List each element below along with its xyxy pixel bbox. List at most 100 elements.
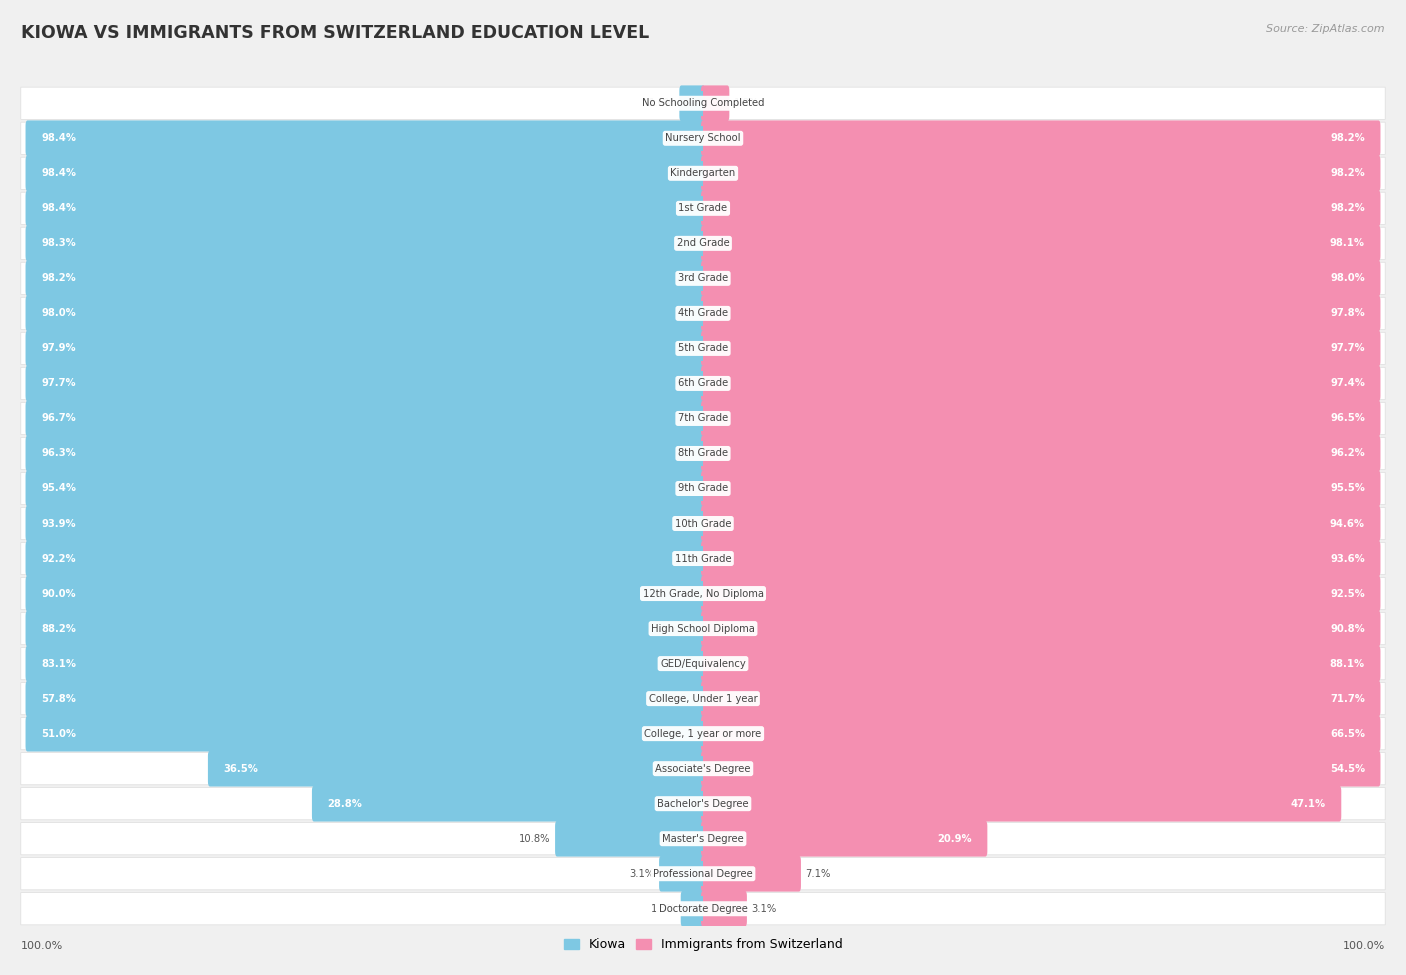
Bar	[696, 406, 704, 431]
Text: 97.4%: 97.4%	[1330, 378, 1365, 388]
Bar	[703, 266, 710, 291]
Text: High School Diploma: High School Diploma	[651, 624, 755, 634]
FancyBboxPatch shape	[702, 821, 987, 857]
FancyBboxPatch shape	[21, 858, 1385, 890]
FancyBboxPatch shape	[25, 575, 704, 611]
FancyBboxPatch shape	[21, 788, 1385, 820]
Text: 98.2%: 98.2%	[1330, 169, 1365, 178]
Text: 96.7%: 96.7%	[41, 413, 76, 423]
FancyBboxPatch shape	[679, 86, 704, 121]
Text: 97.7%: 97.7%	[1330, 343, 1365, 353]
Text: 98.0%: 98.0%	[41, 308, 76, 319]
Bar	[703, 511, 710, 536]
FancyBboxPatch shape	[702, 471, 1381, 506]
Text: 96.3%: 96.3%	[41, 448, 76, 458]
Bar	[703, 791, 710, 816]
Text: Bachelor's Degree: Bachelor's Degree	[657, 799, 749, 808]
FancyBboxPatch shape	[21, 332, 1385, 365]
FancyBboxPatch shape	[25, 436, 704, 471]
Text: College, 1 year or more: College, 1 year or more	[644, 728, 762, 739]
Text: No Schooling Completed: No Schooling Completed	[641, 98, 765, 108]
FancyBboxPatch shape	[702, 260, 1381, 296]
Text: 5th Grade: 5th Grade	[678, 343, 728, 353]
Bar	[696, 335, 704, 361]
FancyBboxPatch shape	[25, 506, 704, 541]
Text: 7th Grade: 7th Grade	[678, 413, 728, 423]
FancyBboxPatch shape	[21, 227, 1385, 259]
FancyBboxPatch shape	[25, 190, 704, 226]
Text: 54.5%: 54.5%	[1330, 763, 1365, 773]
FancyBboxPatch shape	[21, 297, 1385, 330]
Text: 10th Grade: 10th Grade	[675, 519, 731, 528]
Text: 9th Grade: 9th Grade	[678, 484, 728, 493]
FancyBboxPatch shape	[702, 681, 1381, 717]
Text: 90.0%: 90.0%	[41, 589, 76, 599]
Text: KIOWA VS IMMIGRANTS FROM SWITZERLAND EDUCATION LEVEL: KIOWA VS IMMIGRANTS FROM SWITZERLAND EDU…	[21, 24, 650, 42]
Text: 98.2%: 98.2%	[1330, 134, 1365, 143]
Text: 28.8%: 28.8%	[328, 799, 363, 808]
Bar	[703, 441, 710, 466]
Bar	[696, 826, 704, 851]
Text: Nursery School: Nursery School	[665, 134, 741, 143]
FancyBboxPatch shape	[21, 262, 1385, 294]
Bar	[703, 756, 710, 781]
FancyBboxPatch shape	[21, 472, 1385, 505]
Bar	[703, 686, 710, 711]
FancyBboxPatch shape	[25, 260, 704, 296]
FancyBboxPatch shape	[702, 295, 1381, 332]
Bar	[696, 686, 704, 711]
Text: 11th Grade: 11th Grade	[675, 554, 731, 564]
Text: 83.1%: 83.1%	[41, 658, 76, 669]
FancyBboxPatch shape	[702, 331, 1381, 367]
FancyBboxPatch shape	[21, 893, 1385, 925]
Text: 97.8%: 97.8%	[1330, 308, 1365, 319]
Bar	[696, 511, 704, 536]
FancyBboxPatch shape	[702, 645, 1381, 682]
FancyBboxPatch shape	[702, 716, 1381, 752]
Text: 100.0%: 100.0%	[1343, 941, 1385, 951]
FancyBboxPatch shape	[21, 753, 1385, 785]
Text: 36.5%: 36.5%	[224, 763, 259, 773]
Text: 57.8%: 57.8%	[41, 693, 76, 704]
FancyBboxPatch shape	[25, 610, 704, 646]
Text: 3rd Grade: 3rd Grade	[678, 273, 728, 284]
Text: 98.1%: 98.1%	[1330, 238, 1365, 249]
Text: 97.9%: 97.9%	[41, 343, 76, 353]
FancyBboxPatch shape	[21, 647, 1385, 680]
FancyBboxPatch shape	[21, 542, 1385, 574]
Bar	[703, 126, 710, 151]
Text: 88.1%: 88.1%	[1330, 658, 1365, 669]
FancyBboxPatch shape	[21, 682, 1385, 715]
Bar	[703, 651, 710, 677]
Text: 66.5%: 66.5%	[1330, 728, 1365, 739]
Bar	[696, 476, 704, 501]
Text: 10.8%: 10.8%	[519, 834, 550, 843]
Bar	[703, 406, 710, 431]
Text: 71.7%: 71.7%	[1330, 693, 1365, 704]
Text: 51.0%: 51.0%	[41, 728, 76, 739]
Text: 8th Grade: 8th Grade	[678, 448, 728, 458]
Text: 100.0%: 100.0%	[21, 941, 63, 951]
FancyBboxPatch shape	[21, 403, 1385, 435]
Legend: Kiowa, Immigrants from Switzerland: Kiowa, Immigrants from Switzerland	[558, 933, 848, 956]
FancyBboxPatch shape	[25, 716, 704, 752]
Text: 12th Grade, No Diploma: 12th Grade, No Diploma	[643, 589, 763, 599]
FancyBboxPatch shape	[312, 786, 704, 822]
Text: College, Under 1 year: College, Under 1 year	[648, 693, 758, 704]
Text: 96.2%: 96.2%	[1330, 448, 1365, 458]
FancyBboxPatch shape	[702, 856, 801, 891]
Bar	[703, 476, 710, 501]
FancyBboxPatch shape	[702, 610, 1381, 646]
Bar	[703, 91, 710, 116]
Text: Professional Degree: Professional Degree	[654, 869, 752, 878]
FancyBboxPatch shape	[25, 471, 704, 506]
Bar	[703, 896, 710, 921]
FancyBboxPatch shape	[25, 295, 704, 332]
Bar	[703, 581, 710, 606]
Text: 93.9%: 93.9%	[41, 519, 76, 528]
Bar	[696, 896, 704, 921]
FancyBboxPatch shape	[21, 157, 1385, 189]
FancyBboxPatch shape	[25, 681, 704, 717]
FancyBboxPatch shape	[21, 438, 1385, 470]
Text: 98.2%: 98.2%	[1330, 204, 1365, 214]
